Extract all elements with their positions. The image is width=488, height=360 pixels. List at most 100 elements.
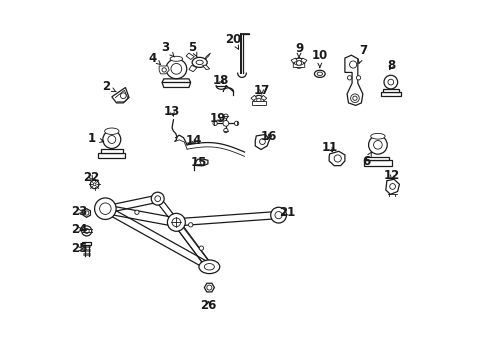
Polygon shape [344,55,362,105]
Ellipse shape [317,72,322,76]
Polygon shape [251,101,265,105]
Circle shape [356,76,360,80]
Ellipse shape [171,63,182,74]
Text: 17: 17 [253,84,269,97]
Circle shape [84,228,89,233]
Polygon shape [112,87,129,103]
Polygon shape [162,79,190,82]
Ellipse shape [387,79,393,85]
Circle shape [81,226,92,236]
Ellipse shape [102,131,121,148]
Circle shape [253,95,264,105]
Polygon shape [162,82,190,87]
Ellipse shape [104,128,119,134]
Text: 14: 14 [185,134,202,147]
Circle shape [155,196,160,202]
Polygon shape [159,66,169,74]
Ellipse shape [368,135,386,154]
Polygon shape [366,157,388,160]
Circle shape [188,223,192,227]
Circle shape [223,114,227,118]
Polygon shape [204,283,214,292]
Circle shape [100,203,111,215]
Polygon shape [290,58,297,63]
Polygon shape [300,58,306,63]
Polygon shape [83,209,90,217]
Circle shape [293,58,304,68]
Circle shape [259,139,265,144]
Circle shape [135,210,139,215]
Circle shape [120,93,126,99]
Circle shape [270,207,286,223]
Polygon shape [382,89,398,92]
Ellipse shape [204,264,214,270]
Polygon shape [255,134,269,149]
Text: 24: 24 [71,223,87,236]
Text: 9: 9 [294,41,303,58]
Text: 13: 13 [163,105,180,118]
Polygon shape [385,179,399,194]
Circle shape [223,129,227,133]
Circle shape [162,68,166,72]
Text: 8: 8 [386,59,395,72]
Circle shape [274,212,282,219]
Text: 11: 11 [321,141,337,154]
Polygon shape [98,153,125,158]
Text: 15: 15 [190,156,206,169]
Ellipse shape [170,56,182,61]
Polygon shape [101,149,122,153]
Circle shape [223,121,228,126]
Circle shape [234,121,238,126]
Polygon shape [188,65,196,72]
Polygon shape [185,53,194,59]
Text: 25: 25 [71,242,87,255]
Circle shape [346,76,351,80]
Text: 6: 6 [362,152,371,168]
Text: 16: 16 [260,130,277,144]
Polygon shape [293,63,304,67]
Circle shape [349,61,356,68]
Polygon shape [261,95,266,100]
Polygon shape [82,242,91,245]
Circle shape [206,285,211,290]
Circle shape [93,183,96,186]
Polygon shape [328,151,344,166]
Circle shape [151,192,164,205]
Text: 26: 26 [199,299,216,312]
Polygon shape [250,95,256,100]
Circle shape [333,155,341,162]
Text: 19: 19 [209,112,225,125]
Circle shape [199,246,203,250]
Ellipse shape [165,59,186,79]
Circle shape [352,96,356,100]
Text: 23: 23 [71,205,87,218]
Text: 4: 4 [149,51,160,64]
Polygon shape [204,53,210,59]
Text: 3: 3 [161,41,174,57]
Circle shape [389,184,395,189]
Text: 1: 1 [88,132,103,145]
Ellipse shape [383,75,397,89]
Circle shape [167,213,185,231]
Circle shape [172,218,180,226]
Polygon shape [380,92,400,96]
Ellipse shape [370,134,384,139]
Text: 18: 18 [213,74,229,87]
Polygon shape [363,160,391,166]
Text: 10: 10 [311,49,327,67]
Text: 22: 22 [83,171,99,184]
Circle shape [90,180,99,189]
Circle shape [84,211,89,215]
Polygon shape [202,65,209,69]
Circle shape [212,121,217,126]
Circle shape [256,98,261,103]
Ellipse shape [196,60,203,64]
Ellipse shape [192,57,207,67]
Text: 7: 7 [358,44,367,63]
Text: 5: 5 [188,41,197,57]
Text: 21: 21 [278,207,294,220]
Text: 20: 20 [224,33,241,49]
Circle shape [350,94,359,103]
Text: 2: 2 [102,80,116,93]
Ellipse shape [314,70,325,77]
